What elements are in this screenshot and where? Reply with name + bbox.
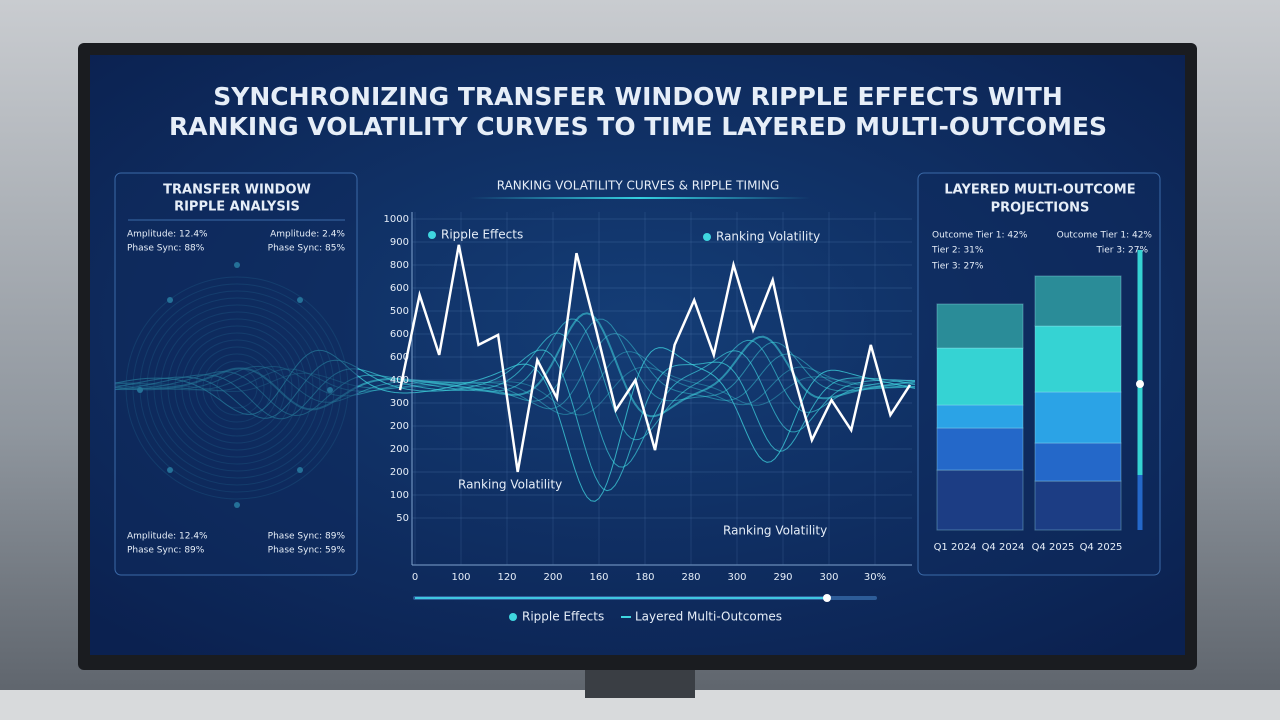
y-tick-label: 600 <box>390 283 409 294</box>
v-slider-knob[interactable] <box>1136 380 1144 388</box>
y-tick-label: 900 <box>390 237 409 248</box>
slider-knob[interactable] <box>823 594 831 602</box>
y-tick-label: 600 <box>390 352 409 363</box>
annotation: Ranking Volatility <box>723 524 827 538</box>
y-tick-label: 200 <box>390 467 409 478</box>
panel-title: LAYERED MULTI-OUTCOME <box>944 183 1135 198</box>
stat: Phase Sync: 59% <box>268 546 346 556</box>
stat: Phase Sync: 88% <box>127 244 205 254</box>
volatility-line <box>398 244 912 473</box>
annotation: Ranking Volatility <box>716 230 820 244</box>
page-title: RANKING VOLATILITY CURVES TO TIME LAYERE… <box>169 112 1107 141</box>
annotation-dot <box>428 231 436 239</box>
x-tick-label: 160 <box>589 572 608 583</box>
annotation: Ripple Effects <box>441 228 523 242</box>
tier-label: Tier 2: 31% <box>931 246 984 256</box>
title-underline <box>470 197 810 199</box>
tier-label: Tier 3: 27% <box>931 262 984 272</box>
tier-label: Outcome Tier 1: 42% <box>1057 231 1153 241</box>
legend-dot <box>509 613 517 621</box>
y-tick-label: 300 <box>390 398 409 409</box>
stacked-segment <box>1034 275 1122 327</box>
stacked-segment <box>1034 480 1122 531</box>
tier-label: Tier 3: 27% <box>1096 246 1149 256</box>
stacked-segment <box>936 427 1024 471</box>
y-tick-label: 400 <box>390 375 409 386</box>
panel-title: RIPPLE ANALYSIS <box>174 200 300 215</box>
y-tick-label: 600 <box>390 329 409 340</box>
tier-label: Outcome Tier 1: 42% <box>932 231 1028 241</box>
stacked-segment <box>936 347 1024 406</box>
monitor-stand <box>585 668 695 698</box>
y-tick-label: 1000 <box>384 214 409 225</box>
x-tick-label: 120 <box>497 572 516 583</box>
x-tick-label: Q4 2025 <box>1032 542 1075 553</box>
content: SYNCHRONIZING TRANSFER WINDOW RIPPLE EFF… <box>127 82 1152 624</box>
stacked-segment <box>1034 325 1122 393</box>
y-tick-label: 200 <box>390 444 409 455</box>
page-title: SYNCHRONIZING TRANSFER WINDOW RIPPLE EFF… <box>213 82 1063 111</box>
x-tick-label: Q1 2024 <box>934 542 977 553</box>
chart-title: RANKING VOLATILITY CURVES & RIPPLE TIMIN… <box>497 179 780 193</box>
x-tick-label: 290 <box>773 572 792 583</box>
x-tick-label: 100 <box>451 572 470 583</box>
stacked-segment <box>936 404 1024 429</box>
legend-label: Layered Multi-Outcomes <box>635 610 782 624</box>
y-tick-label: 500 <box>390 306 409 317</box>
x-tick-label: 0 <box>412 572 418 583</box>
stacked-segment <box>1034 391 1122 444</box>
annotation-dot <box>703 233 711 241</box>
stat: Phase Sync: 89% <box>268 532 346 542</box>
legend-label: Ripple Effects <box>522 610 604 624</box>
panel-title: PROJECTIONS <box>991 201 1090 216</box>
stacked-segment <box>936 469 1024 531</box>
y-tick-label: 50 <box>396 513 409 524</box>
x-tick-label: 200 <box>543 572 562 583</box>
y-tick-label: 800 <box>390 260 409 271</box>
x-tick-label: 300 <box>727 572 746 583</box>
x-tick-label: 300 <box>819 572 838 583</box>
x-tick-label: Q4 2024 <box>982 542 1025 553</box>
stacked-segment <box>1034 442 1122 482</box>
x-tick-label: Q4 2025 <box>1080 542 1123 553</box>
stat: Amplitude: 2.4% <box>270 230 345 240</box>
stat: Phase Sync: 89% <box>127 546 205 556</box>
y-tick-label: 100 <box>390 490 409 501</box>
panel-title: TRANSFER WINDOW <box>163 183 311 198</box>
stat: Amplitude: 12.4% <box>127 532 208 542</box>
x-tick-label: 30% <box>864 572 886 583</box>
stat: Phase Sync: 85% <box>268 244 346 254</box>
y-tick-label: 200 <box>390 421 409 432</box>
x-tick-label: 180 <box>635 572 654 583</box>
stat: Amplitude: 12.4% <box>127 230 208 240</box>
x-tick-label: 280 <box>681 572 700 583</box>
left-panel <box>114 172 358 576</box>
annotation: Ranking Volatility <box>458 478 562 492</box>
stacked-segment <box>936 303 1024 349</box>
